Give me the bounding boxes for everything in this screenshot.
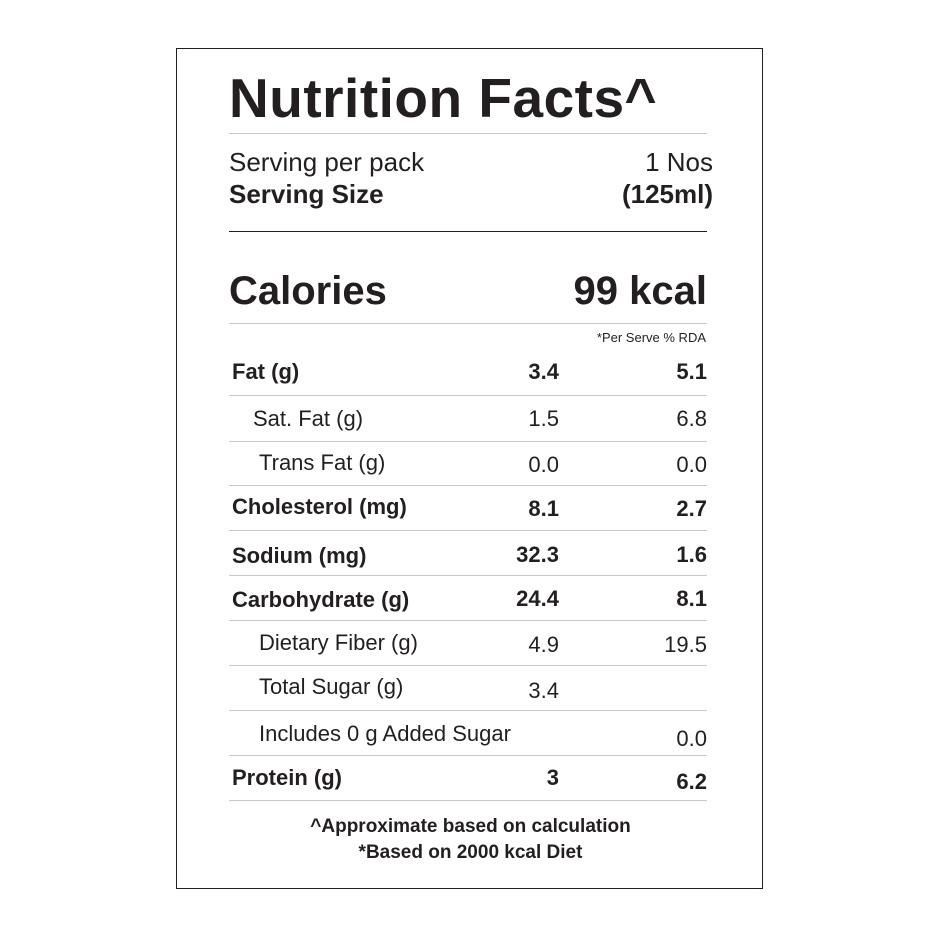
nutrient-amount: 0.0 bbox=[528, 452, 559, 477]
divider bbox=[229, 133, 707, 134]
nutrient-rda: 2.7 bbox=[676, 496, 707, 521]
nutrient-rda: 0.0 bbox=[676, 726, 707, 751]
nutrient-rda: 6.2 bbox=[676, 769, 707, 794]
nutrient-name: Total Sugar (g) bbox=[259, 674, 404, 699]
nutrient-name: Cholesterol (mg) bbox=[232, 494, 407, 519]
serving-size-label: Serving Size bbox=[229, 179, 384, 209]
nutrient-rda: 8.1 bbox=[676, 586, 707, 611]
divider bbox=[229, 323, 707, 324]
nutrient-row-sat-fat: Sat. Fat (g) 1.5 6.8 bbox=[229, 396, 707, 442]
nutrient-row-fat: Fat (g) 3.4 5.1 bbox=[229, 352, 707, 396]
nutrient-name: Dietary Fiber (g) bbox=[259, 630, 418, 655]
row-divider bbox=[229, 485, 707, 486]
nutrient-rda: 1.6 bbox=[676, 542, 707, 567]
serving-size-row: Serving Size (125ml) bbox=[229, 181, 713, 207]
nutrient-amount: 3.4 bbox=[528, 678, 559, 703]
row-divider bbox=[229, 441, 707, 442]
nutrient-name: Sodium (mg) bbox=[232, 543, 367, 568]
row-divider bbox=[229, 575, 707, 576]
nutrient-row-carbohydrate: Carbohydrate (g) 24.4 8.1 bbox=[229, 576, 707, 621]
nutrient-name: Fat (g) bbox=[232, 359, 300, 384]
nutrient-name: Sat. Fat (g) bbox=[253, 406, 364, 431]
nutrient-row-added-sugar: Includes 0 g Added Sugar 0.0 bbox=[229, 711, 707, 756]
row-divider bbox=[229, 395, 707, 396]
divider bbox=[229, 231, 707, 232]
row-divider bbox=[229, 620, 707, 621]
nutrient-row-cholesterol: Cholesterol (mg) 8.1 2.7 bbox=[229, 486, 707, 531]
nutrient-name: Trans Fat (g) bbox=[259, 450, 386, 475]
nutrient-amount: 4.9 bbox=[528, 632, 559, 657]
serving-per-pack-label: Serving per pack bbox=[229, 147, 425, 177]
nutrient-row-total-sugar: Total Sugar (g) 3.4 bbox=[229, 666, 707, 711]
nutrient-amount: 8.1 bbox=[528, 496, 559, 521]
row-divider bbox=[229, 800, 707, 801]
row-divider bbox=[229, 710, 707, 711]
row-divider bbox=[229, 755, 707, 756]
footnote-diet-basis: *Based on 2000 kcal Diet bbox=[358, 842, 583, 863]
calories-value: 99 kcal bbox=[573, 269, 707, 313]
nutrient-name: Includes 0 g Added Sugar bbox=[259, 721, 511, 746]
label-title: Nutrition Facts^ bbox=[229, 67, 658, 129]
nutrition-label: Nutrition Facts^ Serving per pack 1 Nos … bbox=[176, 48, 763, 889]
nutrient-rda: 5.1 bbox=[676, 359, 707, 384]
nutrient-amount: 24.4 bbox=[516, 586, 559, 611]
nutrient-amount: 3.4 bbox=[528, 359, 559, 384]
nutrient-rda: 0.0 bbox=[676, 452, 707, 477]
serving-size-value: (125ml) bbox=[621, 179, 713, 209]
serving-per-pack-row: Serving per pack 1 Nos bbox=[229, 149, 713, 175]
nutrient-rda: 6.8 bbox=[676, 406, 707, 431]
calories-row: Calories 99 kcal bbox=[229, 271, 707, 311]
row-divider bbox=[229, 665, 707, 666]
nutrient-row-sodium: Sodium (mg) 32.3 1.6 bbox=[229, 531, 707, 576]
serving-per-pack-value: 1 Nos bbox=[645, 147, 713, 177]
nutrient-row-trans-fat: Trans Fat (g) 0.0 0.0 bbox=[229, 442, 707, 486]
footnote-approximate: ^Approximate based on calculation bbox=[310, 816, 631, 837]
nutrient-amount: 32.3 bbox=[516, 542, 559, 567]
calories-label: Calories bbox=[229, 269, 387, 313]
nutrient-row-dietary-fiber: Dietary Fiber (g) 4.9 19.5 bbox=[229, 621, 707, 666]
nutrient-amount: 3 bbox=[546, 765, 559, 790]
nutrient-row-protein: Protein (g) 3 6.2 bbox=[229, 756, 707, 801]
nutrient-name: Carbohydrate (g) bbox=[232, 587, 410, 612]
nutrient-amount: 1.5 bbox=[528, 406, 559, 431]
nutrient-rda: 19.5 bbox=[664, 632, 707, 657]
row-divider bbox=[229, 530, 707, 531]
rda-note: *Per Serve % RDA bbox=[596, 330, 706, 345]
nutrient-name: Protein (g) bbox=[232, 765, 342, 790]
